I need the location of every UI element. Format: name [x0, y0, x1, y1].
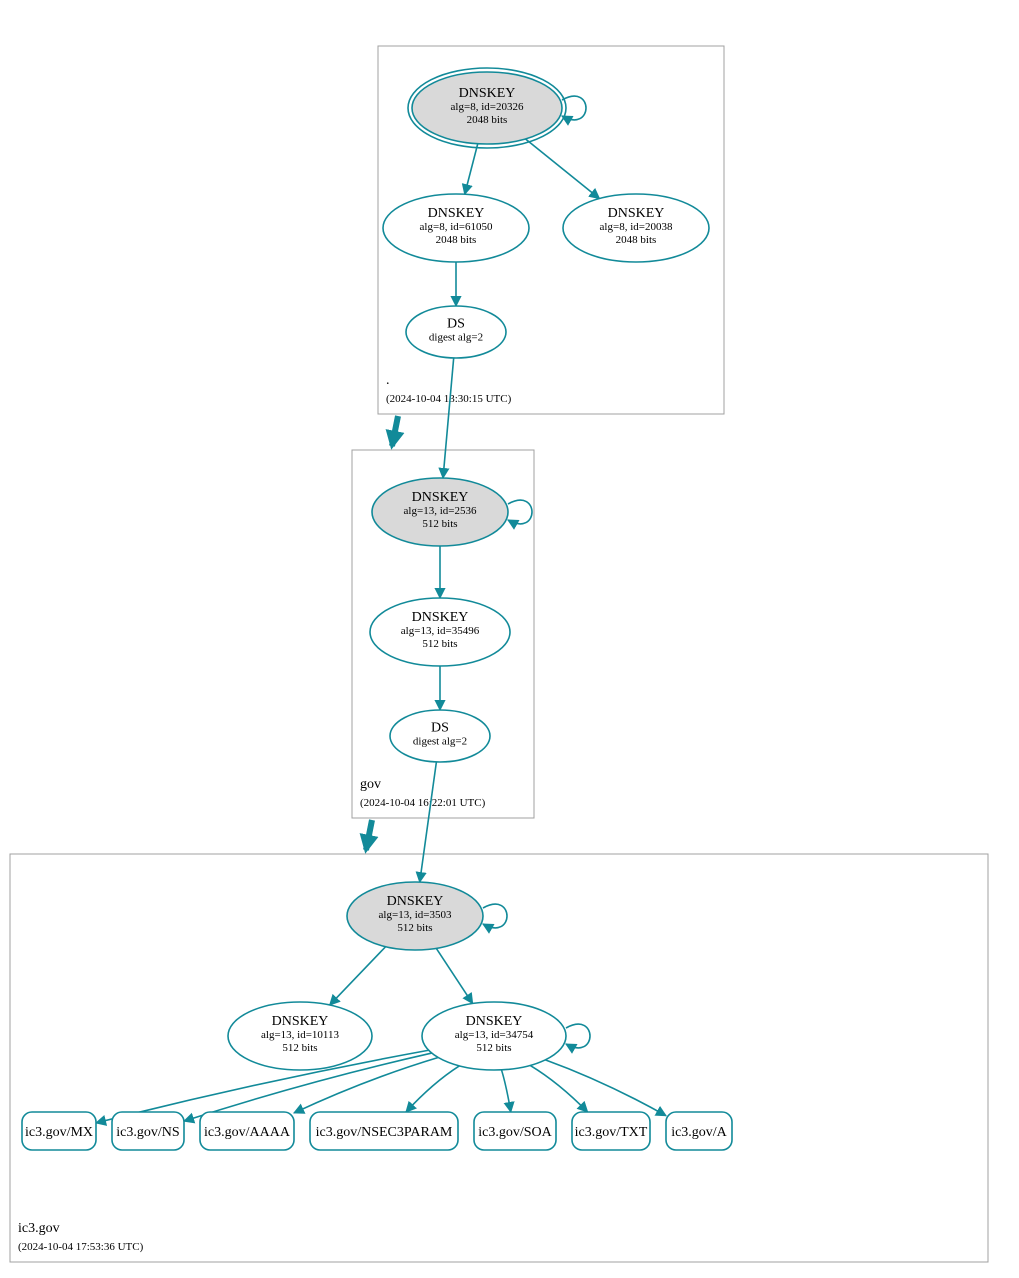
node-rr_aaaa-label: ic3.gov/AAAA: [204, 1125, 291, 1140]
self-loop-ic3_zsk2: [566, 1024, 590, 1048]
zone-timestamp-gov: (2024-10-04 16:22:01 UTC): [360, 797, 486, 809]
node-rr_nsec-label: ic3.gov/NSEC3PARAM: [316, 1125, 453, 1140]
node-rr_a-label: ic3.gov/A: [671, 1125, 727, 1140]
edge-ic3_zsk2-rr_soa: [501, 1070, 510, 1112]
zone-timestamp-ic3: (2024-10-04 17:53:36 UTC): [18, 1241, 144, 1253]
node-ic3_ksk-sub1: alg=13, id=3503: [379, 909, 452, 921]
edge-gov_ds-ic3_ksk: [420, 762, 437, 882]
node-gov_ksk-sub1: alg=13, id=2536: [404, 505, 477, 517]
node-gov_ksk: DNSKEYalg=13, id=2536512 bits: [372, 478, 532, 546]
edge-root_ksk-root_zsk2: [525, 139, 599, 199]
node-gov_ksk-title: DNSKEY: [412, 490, 469, 505]
node-gov_ds-title: DS: [431, 721, 449, 736]
self-loop-ic3_ksk: [483, 904, 507, 928]
node-ic3_ksk-title: DNSKEY: [387, 894, 444, 909]
node-gov_ksk-sub2: 512 bits: [422, 518, 457, 530]
edge-ic3_zsk2-rr_a: [545, 1060, 666, 1116]
zone-label-gov: gov: [360, 777, 381, 792]
node-gov_ds-sub1: digest alg=2: [413, 736, 467, 748]
node-ic3_zsk2-sub2: 512 bits: [476, 1042, 511, 1054]
node-gov_ds: DSdigest alg=2: [390, 710, 490, 762]
node-ic3_ksk: DNSKEYalg=13, id=3503512 bits: [347, 882, 507, 950]
node-rr_a: ic3.gov/A: [666, 1112, 732, 1150]
node-rr_ns-label: ic3.gov/NS: [116, 1125, 179, 1140]
node-root_zsk1-title: DNSKEY: [428, 206, 485, 221]
node-root_ksk: DNSKEYalg=8, id=203262048 bits: [408, 68, 586, 148]
node-ic3_zsk2: DNSKEYalg=13, id=34754512 bits: [422, 1002, 590, 1070]
node-root_ksk-sub1: alg=8, id=20326: [451, 101, 524, 113]
node-root_ksk-sub2: 2048 bits: [467, 114, 508, 126]
edge-ic3_ksk-ic3_zsk1: [330, 947, 386, 1005]
zone-arrow-root-gov: [392, 416, 398, 446]
node-ic3_zsk1: DNSKEYalg=13, id=10113512 bits: [228, 1002, 372, 1070]
node-gov_zsk-sub1: alg=13, id=35496: [401, 625, 480, 637]
node-root_ds: DSdigest alg=2: [406, 306, 506, 358]
node-root_ds-title: DS: [447, 317, 465, 332]
node-root_zsk2: DNSKEYalg=8, id=200382048 bits: [563, 194, 709, 262]
node-root_zsk2-sub1: alg=8, id=20038: [600, 221, 673, 233]
node-root_zsk2-sub2: 2048 bits: [616, 234, 657, 246]
dnssec-diagram: . (2024-10-04 13:30:15 UTC) gov (2024-10-04…: [0, 0, 1019, 1278]
node-rr_ns: ic3.gov/NS: [112, 1112, 184, 1150]
node-ic3_ksk-sub2: 512 bits: [397, 922, 432, 934]
node-rr_txt: ic3.gov/TXT: [572, 1112, 650, 1150]
node-root_zsk2-title: DNSKEY: [608, 206, 665, 221]
node-rr_soa-label: ic3.gov/SOA: [478, 1125, 552, 1140]
edge-root_ksk-root_zsk1: [465, 144, 478, 195]
edge-ic3_zsk2-rr_nsec: [406, 1066, 459, 1112]
node-ic3_zsk2-sub1: alg=13, id=34754: [455, 1029, 534, 1041]
edge-root_ds-gov_ksk: [443, 358, 454, 478]
zone-label-ic3: ic3.gov: [18, 1221, 60, 1236]
zone-label-root: .: [386, 373, 390, 388]
node-rr_soa: ic3.gov/SOA: [474, 1112, 556, 1150]
node-rr_aaaa: ic3.gov/AAAA: [200, 1112, 294, 1150]
node-root_ds-sub1: digest alg=2: [429, 332, 483, 344]
node-gov_zsk-title: DNSKEY: [412, 610, 469, 625]
node-ic3_zsk1-sub1: alg=13, id=10113: [261, 1029, 339, 1041]
node-root_zsk1: DNSKEYalg=8, id=610502048 bits: [383, 194, 529, 262]
node-root_ksk-title: DNSKEY: [459, 86, 516, 101]
node-root_zsk1-sub2: 2048 bits: [436, 234, 477, 246]
node-root_zsk1-sub1: alg=8, id=61050: [420, 221, 493, 233]
edge-ic3_ksk-ic3_zsk2: [436, 948, 472, 1003]
node-ic3_zsk1-title: DNSKEY: [272, 1014, 329, 1029]
node-gov_zsk-sub2: 512 bits: [422, 638, 457, 650]
zone-arrow-gov-ic3: [366, 820, 372, 850]
node-ic3_zsk2-title: DNSKEY: [466, 1014, 523, 1029]
node-rr_nsec: ic3.gov/NSEC3PARAM: [310, 1112, 458, 1150]
node-rr_mx-label: ic3.gov/MX: [25, 1125, 93, 1140]
zone-timestamp-root: (2024-10-04 13:30:15 UTC): [386, 393, 512, 405]
self-loop-gov_ksk: [508, 500, 532, 524]
nodes: DNSKEYalg=8, id=203262048 bitsDNSKEYalg=…: [22, 68, 732, 1150]
node-rr_txt-label: ic3.gov/TXT: [575, 1125, 648, 1140]
node-gov_zsk: DNSKEYalg=13, id=35496512 bits: [370, 598, 510, 666]
node-rr_mx: ic3.gov/MX: [22, 1112, 96, 1150]
node-ic3_zsk1-sub2: 512 bits: [282, 1042, 317, 1054]
